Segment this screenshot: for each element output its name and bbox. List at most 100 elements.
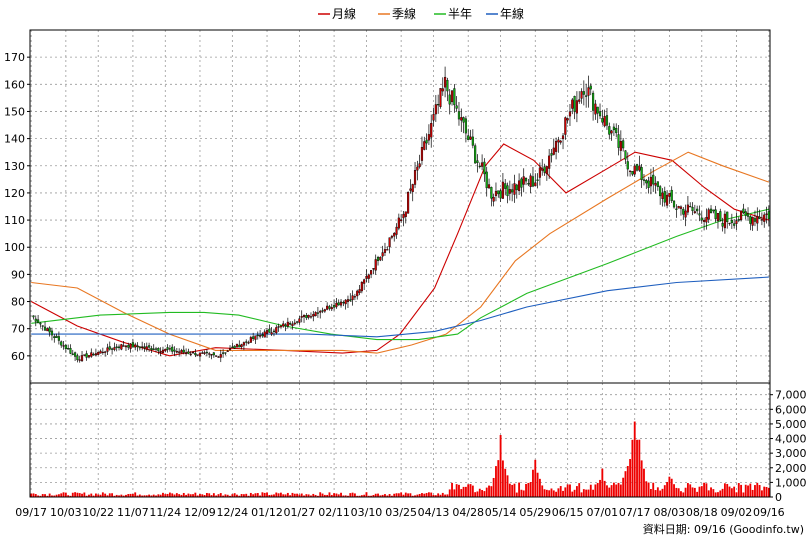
volume-bar [263,492,266,497]
candle-body [161,349,165,353]
date-tick-label: 05/14 [485,506,517,519]
volume-bar [381,494,384,497]
volume-bar [384,494,386,497]
volume-bar [217,494,220,497]
candle-body [196,354,199,356]
volume-bar [469,484,472,497]
volume-bar [640,460,643,497]
volume-bar [363,494,366,497]
candle-body [749,216,752,224]
candle-body [404,211,407,217]
candle-body [185,352,188,355]
candle-body [649,176,652,187]
volume-bar [159,494,162,497]
candle-body [148,345,151,348]
volume-bar [575,486,578,497]
volume-bar [464,486,467,497]
volume-bar [46,495,49,497]
volume-bar [453,489,456,497]
volume-bar [379,495,382,497]
candle-body [705,216,708,223]
volume-bar [559,486,562,497]
volume-bar [527,482,530,497]
volume-bar [64,492,67,497]
legend-label: 月線 [332,6,356,21]
candle-body [282,323,285,327]
candle-body [765,213,768,215]
candle-body [291,323,294,327]
candle-body [212,352,215,356]
candle-body [129,343,132,349]
candle-body [97,352,100,355]
candle-body [682,208,685,215]
volume-bar [199,494,201,497]
volume-bar [367,495,370,497]
candle-body [346,299,350,302]
candle-body [242,342,245,346]
candle-body [483,161,486,175]
candle-body [735,220,738,224]
volume-bar [247,495,250,497]
volume-bar [747,485,749,497]
volume-bar [145,495,148,497]
volume-bar [55,494,58,497]
candle-body [529,175,532,187]
candle-body [733,223,736,226]
candle-body [541,168,544,171]
price-tick-label: 80 [11,296,25,309]
date-tick-label: 06/15 [552,506,584,519]
volume-bar [441,492,444,497]
volume-bar [740,484,743,497]
date-tick-label: 04/13 [418,506,450,519]
candle-body [201,352,204,354]
candle-body [582,91,585,95]
volume-bar [222,495,225,497]
candle-body [171,346,174,352]
volume-bar [370,495,373,497]
volume-bar [578,483,581,497]
candle-body [552,147,555,155]
volume-bar [589,484,592,497]
candle-body [314,312,317,317]
date-tick-label: 11/07 [117,506,149,519]
candle-body [647,180,650,188]
volume-bar [733,486,736,497]
volume-bar [136,495,139,497]
volume-bar [293,493,296,497]
volume-bar [744,484,747,497]
volume-bar [612,482,615,497]
candle-body [265,330,269,334]
volume-bar [649,489,652,497]
volume-bar [529,482,532,497]
candle-body [138,346,141,349]
candle-body [693,211,696,214]
volume-bar [252,494,255,497]
volume-bar [573,489,576,497]
volume-bar [353,493,356,497]
candle-body [53,336,56,339]
volume-bar [566,484,569,497]
volume-bar [138,494,141,497]
volume-bar [268,494,271,497]
candle-body [622,140,625,149]
candle-body [416,166,419,171]
candle-body [252,336,255,339]
candle-body [432,114,435,121]
volume-bar [460,489,463,497]
ma-line [31,208,769,341]
candle-body [645,180,648,184]
volume-bar [134,492,137,497]
volume-bar [365,492,368,497]
candle-body [198,352,202,357]
volume-bar [499,435,502,497]
volume-bar [474,492,477,497]
price-grid [30,30,770,383]
volume-bars [30,421,770,497]
candle-body [365,276,368,279]
volume-bar [594,484,597,497]
candle-body [672,200,676,208]
candle-body [411,184,414,193]
candle-body [312,314,315,317]
candle-body [550,153,553,156]
